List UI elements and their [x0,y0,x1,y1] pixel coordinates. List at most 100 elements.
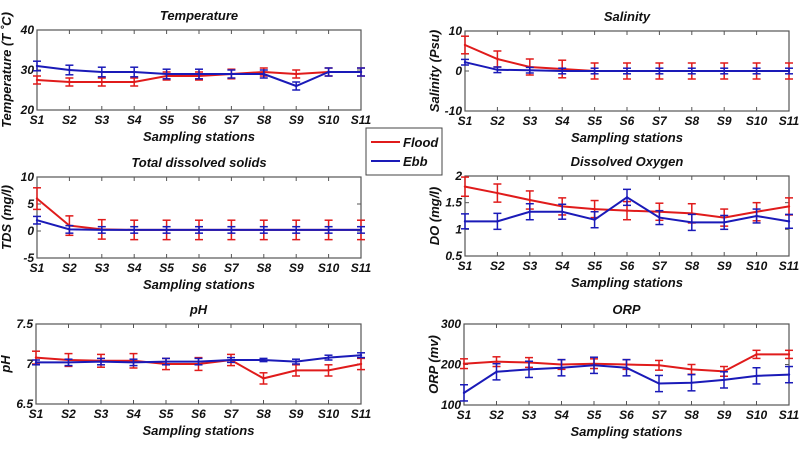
x-tick-label: S11 [779,408,800,422]
data-point [755,214,758,218]
data-point [165,72,168,76]
data-point [527,368,531,371]
data-point [294,369,298,372]
y-tick-label: 1 [455,222,462,236]
data-point [165,228,168,232]
data-point [133,228,136,232]
data-point [528,210,531,213]
legend-box [365,127,443,176]
x-tick-label: S5 [587,259,602,273]
x-tick-label: S2 [489,408,504,422]
x-tick-label: S10 [318,407,340,421]
data-point [496,220,499,223]
data-point [359,354,363,357]
data-point [35,219,39,222]
data-point [722,378,726,382]
panel-dissolved-oxygen: Dissolved Oxygen S1 S2 S3 S4 S5 S6 S7 S8 S9 S10 S11… [427,154,800,290]
data-point [593,207,596,211]
x-tick-label: S2 [490,259,505,273]
data-point [528,198,531,202]
chart-title: pH [189,302,208,317]
x-axis-label: Sampling stations [571,424,683,439]
x-tick-label: S2 [62,261,77,275]
y-tick-label: 30 [21,63,35,77]
series-ebb [461,58,793,75]
chart-title: Total dissolved solids [131,155,266,170]
data-point [723,221,726,224]
y-tick-label: 100 [441,398,461,412]
data-point [68,68,71,72]
plot-area [36,176,362,259]
x-tick-label: S11 [351,113,372,127]
y-tick-label: 0 [27,224,34,238]
data-point [561,210,564,213]
data-point [229,358,233,362]
data-point [68,228,71,231]
data-point [359,362,363,366]
data-point [496,57,499,61]
x-tick-label: S2 [490,114,505,128]
x-tick-label: S4 [555,114,570,128]
data-point [327,228,330,232]
x-axis-label: Sampling stations [571,130,683,145]
data-point [197,360,200,363]
legend-label-flood: Flood [403,135,439,150]
data-point [230,228,233,232]
data-point [295,84,298,88]
legend: Flood Ebb [365,127,443,176]
x-axis-label: Sampling stations [571,275,683,290]
x-tick-label: S4 [127,261,142,275]
data-point [787,69,791,73]
series-ebb [460,356,793,402]
data-point [755,374,758,378]
x-tick-label: S1 [29,407,44,421]
data-point [755,353,758,356]
panel-ph: pH S1 S2 S3 S4 S5 S6 S7 S8 S9 S10 S11 6.5 7 7.5 Samplin… [0,302,372,438]
x-tick-label: S11 [351,407,372,421]
x-tick-label: S8 [256,407,271,421]
x-tick-label: S9 [717,259,732,273]
y-tick-label: -5 [23,251,34,265]
y-tick-label: 10 [449,24,463,38]
data-point [658,216,661,219]
x-tick-label: S10 [318,261,340,275]
data-point [327,356,330,359]
data-point [690,368,693,371]
data-point [463,61,467,64]
x-tick-label: S4 [554,408,569,422]
data-point [164,360,168,363]
data-point [592,364,596,367]
y-tick-label: 0.5 [445,249,462,263]
x-tick-label: S9 [289,261,304,275]
x-tick-label: S7 [224,261,240,275]
x-tick-label: S4 [555,259,570,273]
y-axis-label: Temperature (T ˚C) [0,12,14,128]
x-tick-label: S10 [318,113,340,127]
y-tick-label: 40 [20,23,35,37]
x-tick-label: S11 [779,259,800,273]
x-tick-label: S6 [192,113,207,127]
data-point [658,69,661,73]
x-tick-label: S6 [619,408,634,422]
data-point [132,361,135,364]
data-point [35,64,39,68]
data-point [495,370,498,373]
x-tick-label: S9 [289,113,304,127]
x-tick-label: S2 [62,113,77,127]
data-point [295,228,298,232]
data-point [197,228,201,232]
series-ebb [461,188,793,232]
x-tick-label: S3 [94,407,109,421]
x-tick-label: S9 [717,114,732,128]
data-point [723,69,726,73]
data-point [690,69,693,73]
x-tick-label: S7 [224,407,240,421]
x-tick-label: S5 [587,114,602,128]
chart-title: Temperature [160,8,238,23]
chart-title: Dissolved Oxygen [571,154,684,169]
x-tick-label: S1 [30,261,45,275]
series-ebb [33,215,365,234]
x-tick-label: S8 [256,261,271,275]
data-point [463,220,467,223]
